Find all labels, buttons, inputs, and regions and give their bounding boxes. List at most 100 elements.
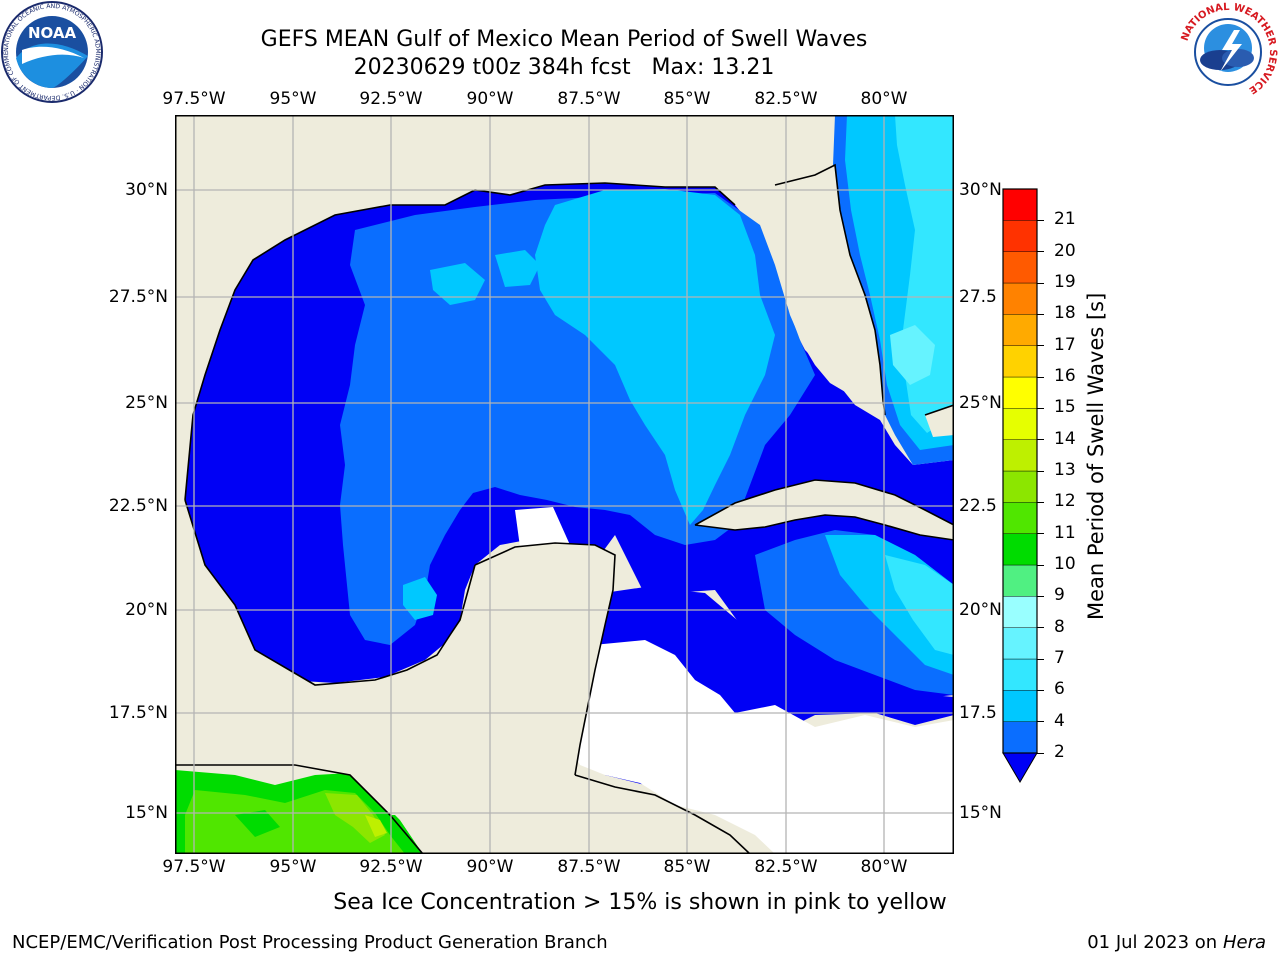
colorbar-segment xyxy=(1002,596,1038,628)
colorbar-tick-label: 7 xyxy=(1054,648,1065,668)
colorbar-segment xyxy=(1002,564,1038,597)
colorbar-tick-label: 10 xyxy=(1054,554,1076,574)
colorbar-tick-mark xyxy=(1037,595,1044,597)
lon-label-bottom: 97.5°W xyxy=(162,857,226,877)
lon-label-top: 90°W xyxy=(466,89,514,109)
colorbar-segment xyxy=(1002,282,1038,315)
colorbar-tick-mark xyxy=(1037,658,1044,660)
lat-label-right: 27.5 xyxy=(959,287,997,307)
colorbar-tick-label: 6 xyxy=(1054,679,1065,700)
central-america-land xyxy=(375,783,750,854)
lat-label-right: 30°N xyxy=(959,180,1002,200)
colorbar-segment xyxy=(1002,439,1038,472)
florida-land xyxy=(765,165,885,415)
footer-credit: NCEP/EMC/Verification Post Processing Pr… xyxy=(12,932,608,953)
colorbar-tick-label: 9 xyxy=(1054,585,1065,606)
lat-label-right: 25°N xyxy=(959,393,1002,413)
colorbar-tick-mark xyxy=(1037,752,1044,754)
colorbar-tick-label: 11 xyxy=(1054,522,1076,543)
colorbar-tick-label: 19 xyxy=(1054,272,1076,292)
lat-label-right: 22.5 xyxy=(959,496,997,516)
nws-logo: NATIONAL WEATHER SERVICE xyxy=(1178,2,1278,102)
lon-label-top: 87.5°W xyxy=(557,89,621,109)
colorbar-tick-mark xyxy=(1037,470,1044,472)
lat-label-right: 15°N xyxy=(959,803,1002,823)
colorbar-tick-label: 8 xyxy=(1054,616,1065,637)
period-band-6-7 xyxy=(885,555,954,655)
period-band-4-6 xyxy=(430,263,485,305)
colorbar-tick-mark xyxy=(1037,721,1044,723)
sea-ice-note: Sea Ice Concentration > 15% is shown in … xyxy=(333,890,947,915)
lon-label-bottom: 85°W xyxy=(663,857,711,877)
colorbar-segment xyxy=(1002,408,1038,440)
colorbar-segment xyxy=(1002,627,1038,660)
footer-date: 01 Jul 2023 on Hera xyxy=(1087,932,1266,953)
colorbar-label: Mean Period of Swell Waves [s] xyxy=(1084,292,1108,620)
colorbar-tick-mark xyxy=(1037,251,1044,253)
colorbar-segment xyxy=(1002,345,1038,378)
colorbar-tick-label: 21 xyxy=(1054,209,1076,230)
lat-label-left: 20°N xyxy=(125,600,168,620)
colorbar-segment xyxy=(1002,470,1038,503)
colorbar-tick-mark xyxy=(1037,407,1044,409)
lon-label-top: 92.5°W xyxy=(359,89,423,109)
period-band-4-6 xyxy=(535,189,775,525)
period-band-4-6 xyxy=(403,577,437,620)
colorbar-segment xyxy=(1002,314,1038,346)
colorbar-tick-mark xyxy=(1037,219,1044,221)
colorbar-tick-label: 16 xyxy=(1054,366,1076,386)
lat-label-right: 20°N xyxy=(959,600,1002,620)
colorbar-tick-mark xyxy=(1037,376,1044,378)
noaa-logo-text: NOAA xyxy=(28,24,77,42)
colorbar-tick-label: 13 xyxy=(1054,460,1076,480)
chart-title: GEFS MEAN Gulf of Mexico Mean Period of … xyxy=(260,27,868,52)
map-panel xyxy=(175,115,954,854)
period-band-10-11 xyxy=(235,810,280,837)
colorbar-tick-mark xyxy=(1037,345,1044,347)
lon-label-bottom: 90°W xyxy=(466,857,514,877)
noaa-logo: NATIONAL OCEANIC AND ATMOSPHERIC ADMINIS… xyxy=(0,0,103,103)
colorbar-segment xyxy=(1002,658,1038,691)
colorbar-tick-label: 18 xyxy=(1054,303,1076,324)
lon-label-top: 82.5°W xyxy=(754,89,818,109)
lon-label-bottom: 95°W xyxy=(269,857,317,877)
colorbar-tick-label: 15 xyxy=(1054,397,1076,418)
lat-label-left: 22.5°N xyxy=(108,496,168,516)
period-band-12-13 xyxy=(325,793,385,843)
missing-data-region xyxy=(570,640,954,854)
footer-host: Hera xyxy=(1222,932,1266,953)
colorbar-tick-label: 2 xyxy=(1054,742,1065,762)
colorbar-tick-label: 4 xyxy=(1054,710,1065,731)
lat-label-left: 17.5°N xyxy=(108,703,168,723)
colorbar-extend-arrow xyxy=(1002,752,1038,783)
colorbar-segment xyxy=(1002,690,1038,722)
colorbar-segment xyxy=(1002,376,1038,409)
colorbar-segment xyxy=(1002,251,1038,284)
colorbar-tick-label: 12 xyxy=(1054,491,1076,512)
lon-label-bottom: 80°W xyxy=(860,857,908,877)
colorbar-tick-mark xyxy=(1037,533,1044,535)
colorbar-tick-mark xyxy=(1037,439,1044,441)
lat-label-left: 30°N xyxy=(125,180,168,200)
period-band-7-8 xyxy=(890,325,935,385)
colorbar-segment xyxy=(1002,533,1038,566)
lon-label-top: 97.5°W xyxy=(162,89,226,109)
graticule xyxy=(175,115,954,854)
colorbar-tick-mark xyxy=(1037,313,1044,315)
footer-date-text: 01 Jul 2023 on xyxy=(1087,932,1218,953)
colorbar-segment xyxy=(1002,220,1038,252)
lon-label-top: 80°W xyxy=(860,89,908,109)
lon-label-top: 95°W xyxy=(269,89,317,109)
lon-label-top: 85°W xyxy=(663,89,711,109)
colorbar-tick-mark xyxy=(1037,282,1044,284)
chart-subtitle: 20230629 t00z 384h fcst Max: 13.21 xyxy=(353,55,775,80)
colorbar-segment xyxy=(1002,502,1038,534)
colorbar-tick-mark xyxy=(1037,564,1044,566)
colorbar-tick-label: 20 xyxy=(1054,240,1076,261)
lon-label-bottom: 92.5°W xyxy=(359,857,423,877)
lat-label-right: 17.5 xyxy=(959,703,997,723)
colorbar xyxy=(1002,188,1038,783)
lat-label-left: 25°N xyxy=(125,393,168,413)
colorbar-tick-mark xyxy=(1037,501,1044,503)
colorbar-tick-mark xyxy=(1037,627,1044,629)
